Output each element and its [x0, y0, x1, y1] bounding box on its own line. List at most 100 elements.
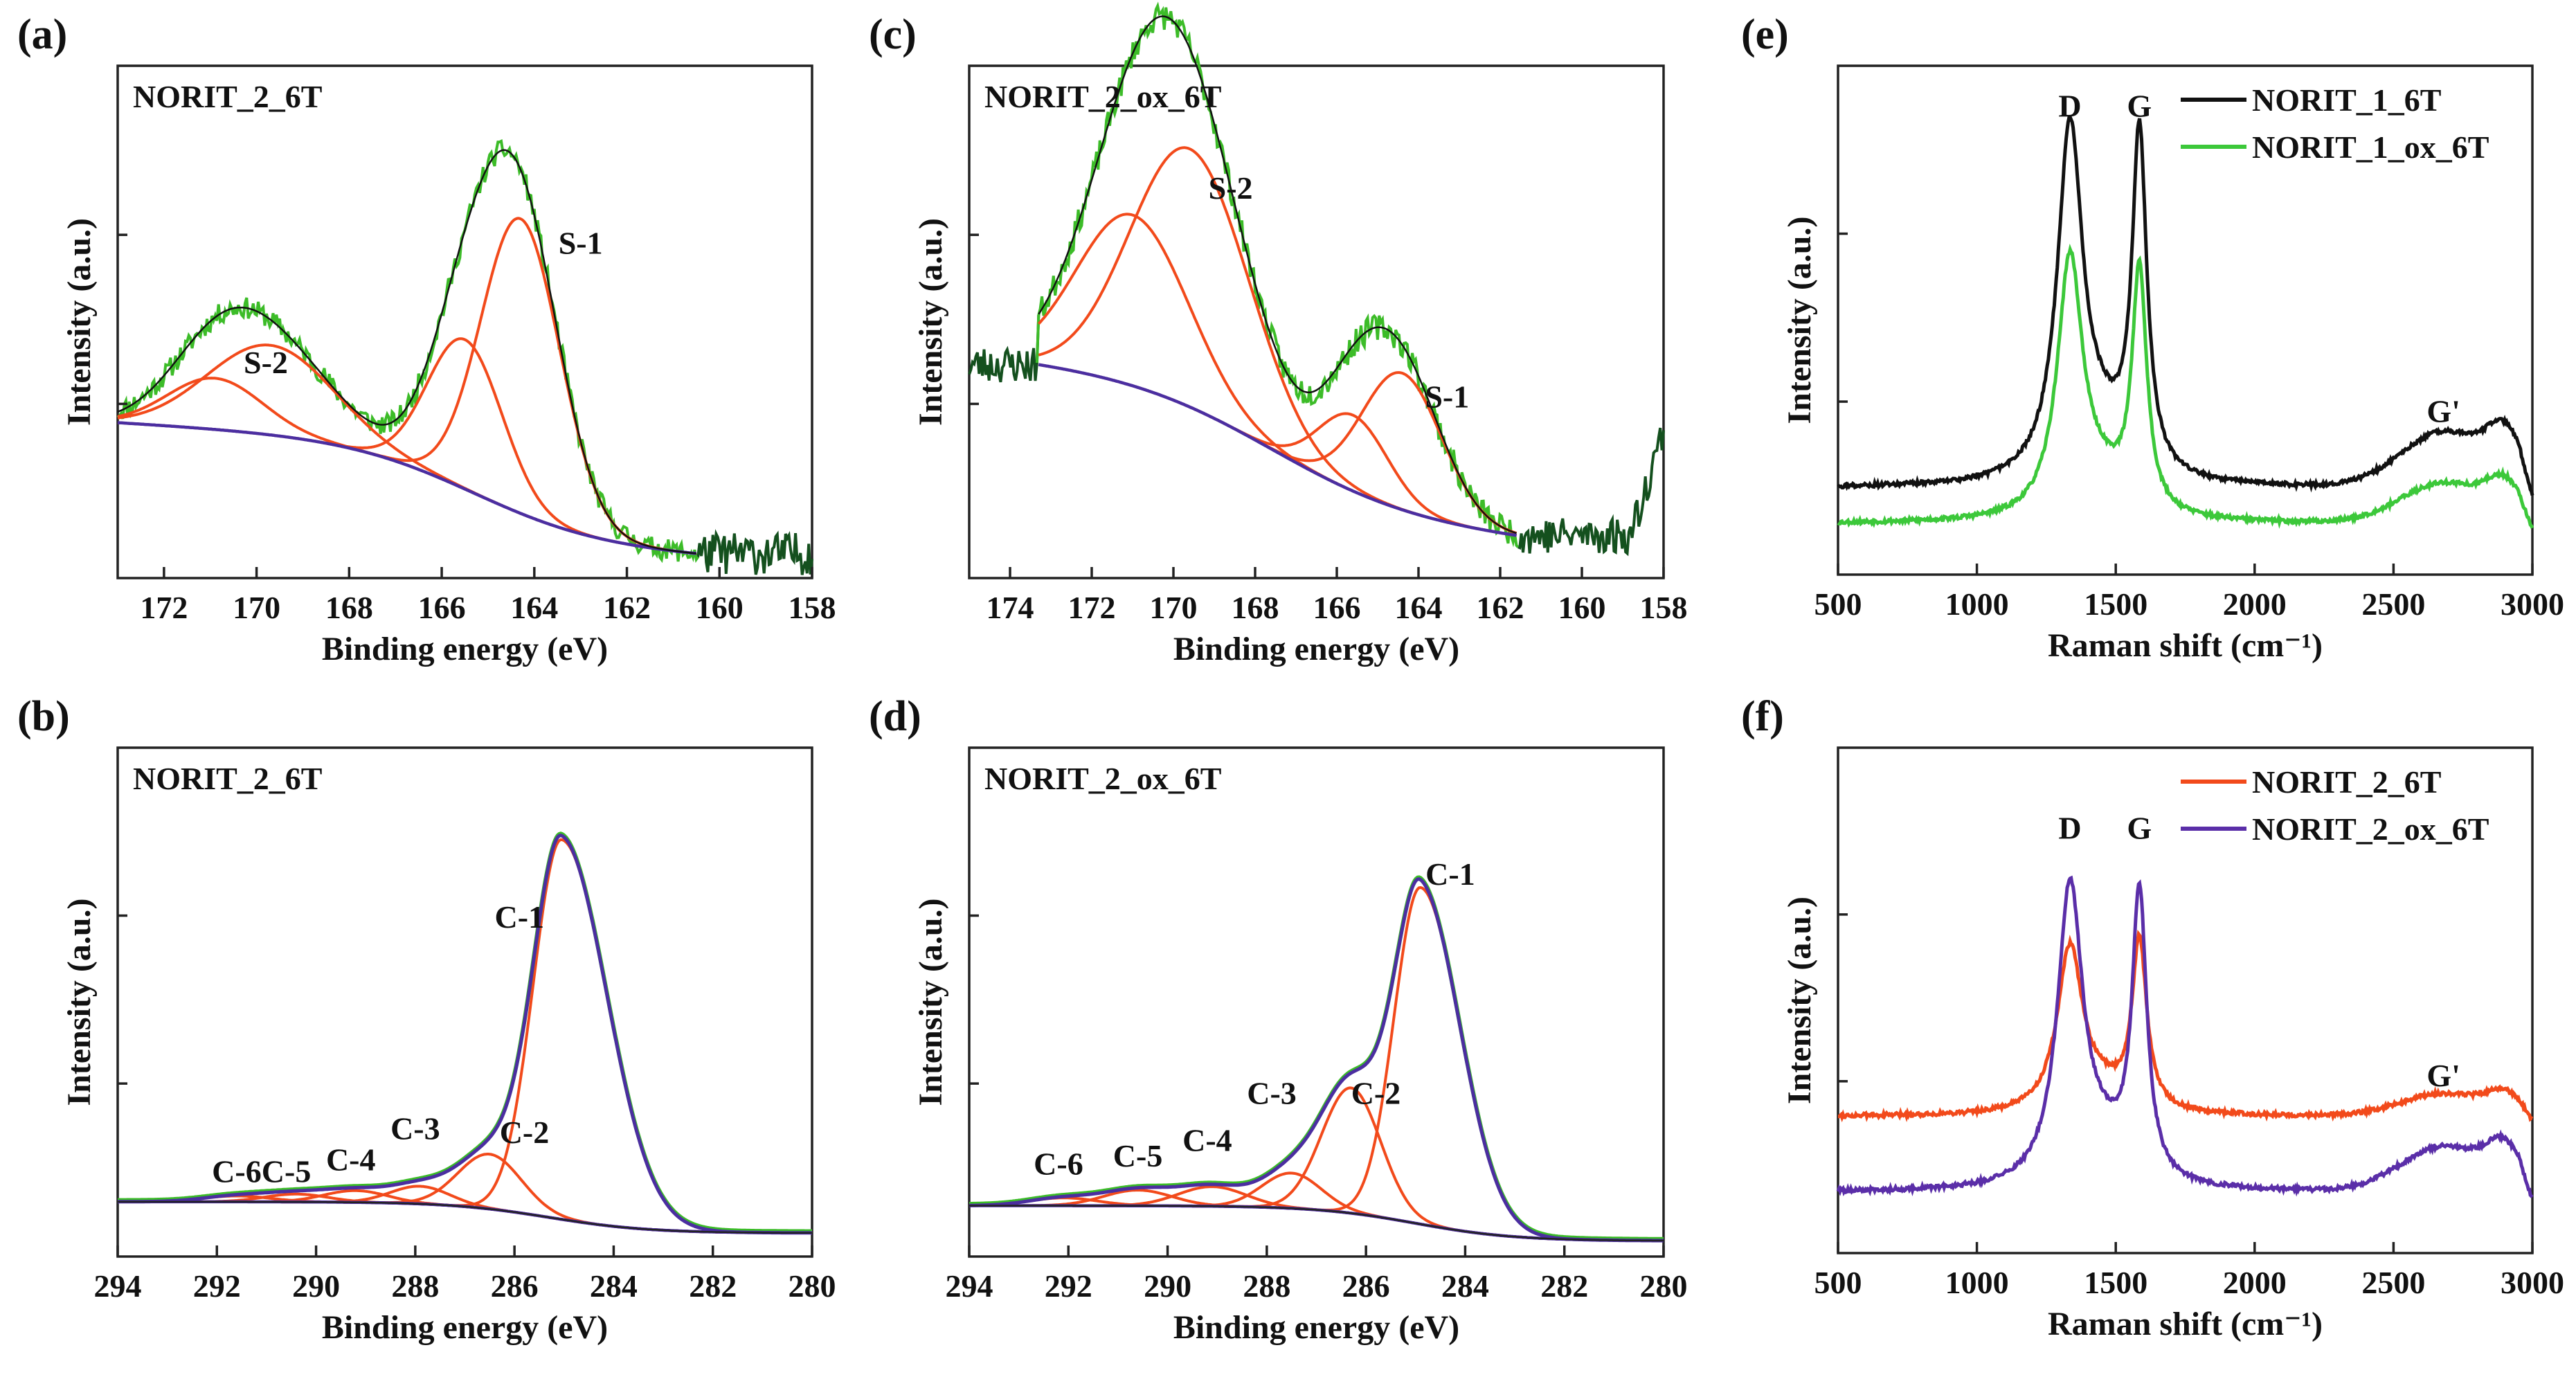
x-tick-label: 168 [325, 590, 373, 625]
peak-label-s-2: S-2 [1209, 170, 1253, 206]
legend-label: NORIT_1_6T [2252, 82, 2441, 118]
panel-a: S-1 S-2 172 170 168 166 164 162 160 158 NORIT_2_6T… [17, 11, 836, 667]
x-tick-label: 500 [1814, 1265, 1862, 1300]
x-tick-label: 282 [1540, 1268, 1588, 1304]
x-tick-label: 288 [1243, 1268, 1290, 1304]
peak-label-c-6: C-6 [212, 1154, 262, 1189]
component-peak-s-2 [118, 345, 696, 553]
peak-label-c-4: C-4 [1182, 1122, 1232, 1158]
x-axis-label: Binding energy (eV) [322, 1309, 608, 1346]
raw-data-series [118, 141, 698, 561]
raman-series-norit-1-ox-6t [1838, 249, 2532, 528]
peak-label: G [2127, 810, 2152, 845]
x-tick-label: 158 [1640, 590, 1688, 625]
sample-title: NORIT_2_6T [133, 79, 322, 114]
peak-label: D [2058, 89, 2081, 124]
x-tick-label: 164 [1395, 590, 1443, 625]
raman-series-norit-2-ox-6t [1838, 878, 2532, 1197]
x-tick-label: 164 [510, 590, 558, 625]
panel-c: S-2 S-1 174 172 170 168 166 164 162 160 158 NORIT_2… [869, 6, 1688, 667]
fit-envelope [118, 150, 696, 554]
y-axis-label: Intensity (a.u.) [912, 898, 949, 1106]
x-tick-label: 284 [1441, 1268, 1489, 1304]
peak-label-s-2: S-2 [244, 345, 288, 380]
x-axis-label: Raman shift (cm⁻¹) [2048, 1306, 2323, 1342]
panel-b: C-1 C-2 C-3 C-4 C-5C-6 294 292 290 288 286 284 282 2… [17, 693, 836, 1346]
x-tick-label: 172 [140, 590, 188, 625]
x-tick-label: 170 [1150, 590, 1198, 625]
legend-label: NORIT_1_ox_6T [2252, 129, 2489, 165]
x-tick-label: 292 [193, 1268, 241, 1304]
x-tick-label: 170 [233, 590, 280, 625]
x-tick-label: 1500 [2084, 586, 2147, 622]
x-tick-label: 290 [1144, 1268, 1191, 1304]
raw-data-tail [696, 533, 812, 575]
x-tick-label: 1000 [1945, 1265, 2009, 1300]
x-tick-label: 288 [391, 1268, 439, 1304]
x-tick-label: 294 [946, 1268, 993, 1304]
x-tick-label: 2500 [2361, 586, 2425, 622]
panel-label: (f) [1741, 693, 1784, 740]
x-tick-label: 3000 [2501, 1265, 2564, 1300]
component-peak [1038, 214, 1516, 535]
x-tick-label: 282 [689, 1268, 737, 1304]
x-tick-label: 1500 [2084, 1265, 2147, 1300]
peak-label-s-1: S-1 [559, 225, 603, 260]
peak-label: G [2127, 89, 2152, 124]
y-axis-label: Intensity (a.u.) [1781, 897, 1818, 1104]
x-tick-label: 286 [1342, 1268, 1390, 1304]
x-tick-label: 172 [1068, 590, 1116, 625]
peak-label: G' [2426, 1058, 2460, 1093]
x-tick-label: 280 [789, 1268, 836, 1304]
peak-label-c-3: C-3 [1247, 1076, 1297, 1111]
x-tick-label: 162 [1477, 590, 1524, 625]
peak-label-c-2: C-2 [1351, 1076, 1401, 1111]
peak-label-c-2: C-2 [500, 1115, 550, 1150]
peak-label-c-1: C-1 [1425, 856, 1475, 892]
raw-data-tail [969, 315, 1038, 382]
background-line [118, 423, 696, 554]
panel-label: (e) [1741, 11, 1789, 58]
x-tick-label: 284 [590, 1268, 638, 1304]
x-tick-label: 2000 [2223, 1265, 2287, 1300]
x-tick-label: 158 [789, 590, 836, 625]
sample-title: NORIT_2_6T [133, 761, 322, 796]
y-axis-label: Intensity (a.u.) [1781, 216, 1818, 424]
peak-label-c-5: C-5 [1113, 1138, 1163, 1173]
y-axis-label: Intensity (a.u.) [61, 218, 98, 426]
x-tick-label: 2000 [2223, 586, 2287, 622]
y-axis-label: Intensity (a.u.) [61, 898, 98, 1106]
x-axis-label: Raman shift (cm⁻¹) [2048, 627, 2323, 664]
peak-label-s-1: S-1 [1425, 379, 1469, 414]
x-tick-label: 292 [1045, 1268, 1092, 1304]
x-tick-label: 160 [696, 590, 744, 625]
x-tick-label: 294 [94, 1268, 142, 1304]
panel-label: (b) [17, 693, 70, 740]
panel-d: C-1 C-2 C-3 C-4 C-5 C-6 294 292 290 288 286 284 282 2… [869, 693, 1688, 1346]
panel-f: NORIT_2_6T NORIT_2_ox_6T D G G' 500 1000 1500 20… [1741, 693, 2564, 1342]
x-tick-label: 174 [987, 590, 1034, 625]
x-tick-label: 290 [292, 1268, 340, 1304]
x-tick-label: 280 [1640, 1268, 1688, 1304]
x-axis-label: Binding energy (eV) [1173, 631, 1459, 667]
raw-data-tail [1518, 428, 1664, 553]
peak-label: D [2058, 810, 2081, 845]
component-peak-s-1 [118, 218, 696, 553]
x-tick-label: 3000 [2501, 586, 2564, 622]
peak-label-c-1: C-1 [495, 899, 545, 935]
sample-title: NORIT_2_ox_6T [984, 79, 1221, 114]
x-tick-label: 286 [491, 1268, 539, 1304]
panel-label: (a) [17, 11, 67, 58]
raman-series-norit-1-6t [1838, 117, 2532, 495]
peak-label-c-4: C-4 [326, 1142, 376, 1178]
x-tick-label: 166 [1313, 590, 1361, 625]
plot-frame [969, 66, 1664, 578]
peak-label-c-6: C-6 [1034, 1146, 1083, 1181]
x-tick-label: 162 [603, 590, 651, 625]
panel-label: (d) [869, 693, 921, 740]
figure: S-1 S-2 172 170 168 166 164 162 160 158 NORIT_2_6T… [0, 0, 2576, 1386]
sample-title: NORIT_2_ox_6T [984, 761, 1221, 796]
x-tick-label: 1000 [1945, 586, 2009, 622]
component-peak-c-1 [969, 888, 1664, 1241]
peak-label: G' [2426, 394, 2460, 429]
